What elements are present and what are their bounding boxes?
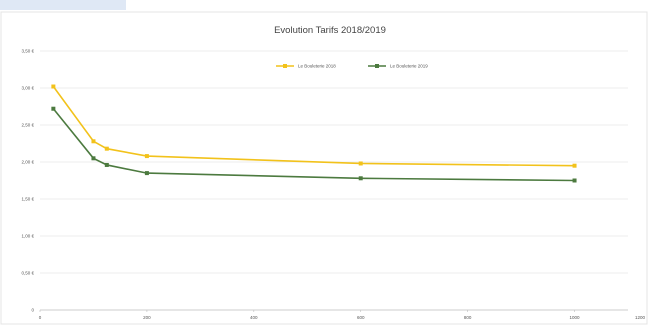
grid-lines bbox=[40, 50, 628, 311]
y-axis: 0 0,50 € 1,00 € 1,50 € 2,00 € 2,50 € 3,00 € 3,5… bbox=[21, 49, 34, 313]
x-tick-label: 400 bbox=[250, 315, 258, 320]
series-point bbox=[144, 171, 149, 176]
legend: Le Bouleterie 2018 Le Bouleterie 2019 bbox=[276, 64, 428, 69]
series-point bbox=[91, 139, 96, 144]
x-tick-label: 200 bbox=[143, 315, 151, 320]
y-tick-label: 0 bbox=[31, 308, 34, 313]
series-point bbox=[104, 146, 109, 151]
series-group bbox=[51, 84, 577, 183]
series-point bbox=[358, 161, 363, 166]
y-tick-label: 2,50 € bbox=[21, 123, 34, 128]
legend-swatch-marker bbox=[375, 64, 379, 68]
series-point bbox=[91, 156, 96, 161]
y-tick-label: 1,00 € bbox=[21, 234, 34, 239]
series-point bbox=[51, 106, 56, 111]
y-tick-label: 0,50 € bbox=[21, 271, 34, 276]
series-point bbox=[572, 163, 577, 168]
y-tick-label: 3,50 € bbox=[21, 49, 34, 54]
sheet-tab-fragment bbox=[0, 0, 126, 10]
x-tick-label: 800 bbox=[464, 315, 472, 320]
x-tick-label: 1200 bbox=[635, 315, 646, 320]
y-tick-label: 2,00 € bbox=[21, 160, 34, 165]
x-tick-label: 1000 bbox=[570, 315, 581, 320]
x-tick-label: 0 bbox=[39, 315, 42, 320]
series-point bbox=[51, 84, 56, 89]
series-point bbox=[104, 162, 109, 167]
series-point bbox=[358, 176, 363, 181]
series-line-2 bbox=[52, 108, 575, 182]
y-tick-label: 3,00 € bbox=[21, 86, 34, 91]
x-axis: 0 200 400 600 800 1000 1200 bbox=[39, 310, 646, 320]
legend-label: Le Bouleterie 2018 bbox=[298, 64, 336, 69]
series-line-1 bbox=[52, 86, 575, 167]
y-tick-label: 1,50 € bbox=[21, 197, 34, 202]
legend-label: Le Bouleterie 2019 bbox=[390, 64, 428, 69]
chart-title: Evolution Tarifs 2018/2019 bbox=[274, 25, 386, 36]
x-tick-label: 600 bbox=[357, 315, 365, 320]
series-point bbox=[572, 178, 577, 183]
legend-swatch-marker bbox=[283, 64, 287, 68]
series-point bbox=[144, 154, 149, 159]
chart-area bbox=[0, 11, 648, 325]
